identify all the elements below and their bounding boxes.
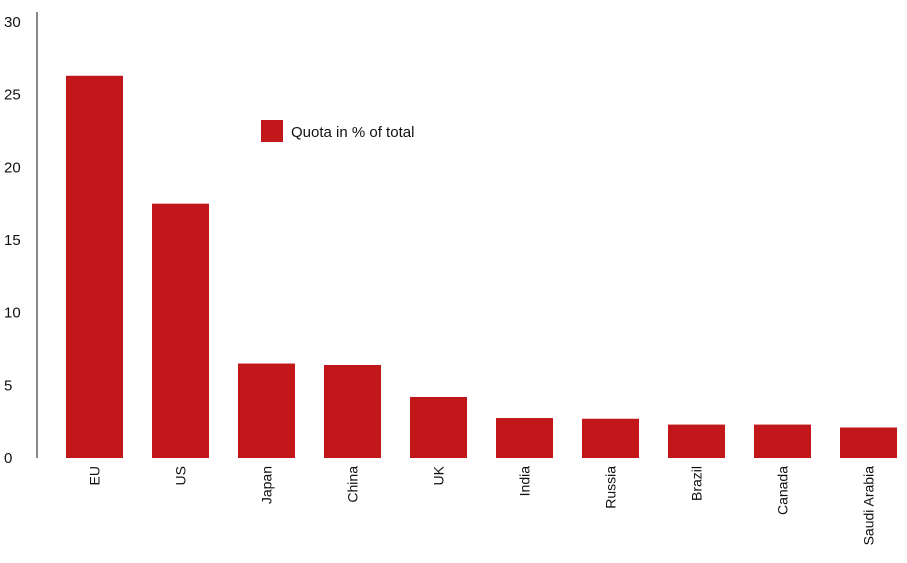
x-tick-label: UK [431, 465, 447, 485]
x-tick-label: Canada [775, 466, 791, 515]
y-tick-label: 0 [4, 450, 12, 467]
x-axis-labels: EU US Japan China UK India Russia Brazil Canada S… [87, 465, 877, 545]
y-axis-ticks: 0 5 10 15 20 25 30 [4, 14, 21, 467]
legend-label: Quota in % of total [291, 124, 414, 141]
x-tick-label: US [173, 466, 189, 485]
y-tick-label: 10 [4, 305, 21, 322]
x-tick-label: Brazil [689, 466, 705, 501]
bar [496, 418, 553, 458]
x-tick-label: EU [87, 466, 103, 485]
bar [668, 424, 725, 458]
bar [582, 418, 639, 458]
bars [66, 75, 897, 459]
x-tick-label: Japan [259, 466, 275, 504]
y-tick-label: 25 [4, 87, 21, 104]
legend: Quota in % of total [261, 120, 414, 142]
bar [754, 424, 811, 458]
x-tick-label: India [517, 466, 533, 497]
x-tick-label: Russia [603, 466, 619, 509]
bar [66, 75, 123, 459]
y-tick-label: 15 [4, 232, 21, 249]
bar [840, 427, 897, 458]
y-tick-label: 20 [4, 159, 21, 176]
bar [238, 363, 295, 458]
y-tick-label: 30 [4, 14, 21, 31]
x-tick-label: China [345, 466, 361, 503]
legend-swatch [261, 120, 283, 142]
x-tick-label: Saudi Arabia [861, 466, 877, 546]
bar [324, 364, 381, 458]
bar [410, 396, 467, 458]
y-tick-label: 5 [4, 377, 12, 394]
bar [152, 203, 209, 458]
